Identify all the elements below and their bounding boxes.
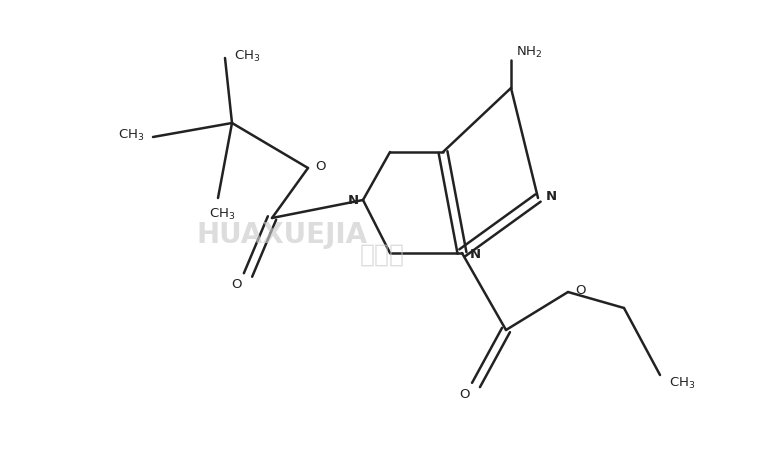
Text: HUAXUEJIA: HUAXUEJIA [196,221,367,249]
Text: N: N [469,248,481,260]
Text: O: O [458,388,469,401]
Text: O: O [231,278,241,291]
Text: NH$_2$: NH$_2$ [516,44,542,60]
Text: N: N [545,189,556,202]
Text: CH$_3$: CH$_3$ [209,207,235,221]
Text: CH$_3$: CH$_3$ [118,128,144,142]
Text: O: O [575,284,585,297]
Text: O: O [315,159,325,172]
Text: N: N [348,195,358,208]
Text: 化学加: 化学加 [360,243,404,267]
Text: CH$_3$: CH$_3$ [234,49,261,64]
Text: CH$_3$: CH$_3$ [668,376,695,390]
